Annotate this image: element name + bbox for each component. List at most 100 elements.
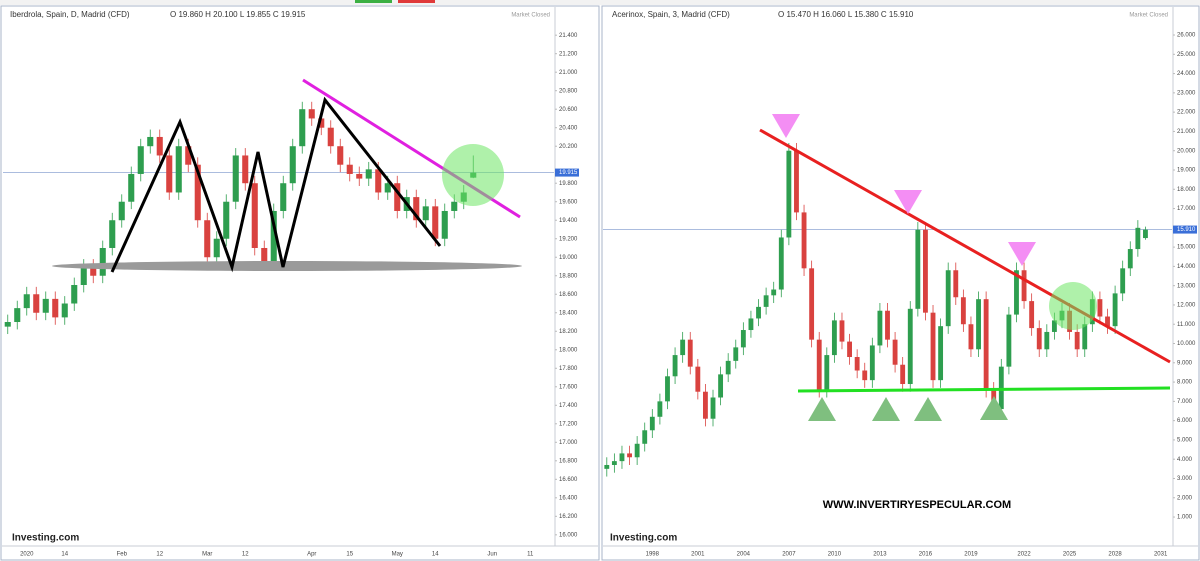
y-tick-label: 12.000 — [1177, 303, 1196, 309]
x-tick-label: 2020 — [20, 552, 34, 558]
candle-body — [733, 347, 739, 361]
candle-body — [938, 326, 944, 381]
left-chart: 16.000 16.200 16.400 16.600 16.800 17.000 17.2… — [3, 33, 579, 558]
highlight-circle — [1049, 282, 1097, 330]
y-tick-label: 20.000 — [1177, 148, 1196, 154]
candle-body — [451, 201, 458, 211]
candle-body — [365, 169, 372, 179]
candle-body — [809, 268, 815, 340]
candle-body — [1006, 314, 1012, 367]
candle-body — [394, 183, 401, 211]
candle-body — [824, 355, 830, 390]
y-tick-label: 26.000 — [1177, 33, 1196, 39]
sell-button[interactable] — [398, 0, 435, 3]
candle-body — [1120, 268, 1126, 294]
candle-body — [695, 366, 701, 392]
candle-body — [930, 312, 936, 381]
candle-body — [1014, 270, 1019, 315]
candle-body — [318, 118, 325, 128]
candle-body — [778, 237, 784, 290]
y-tick-label: 24.000 — [1177, 71, 1196, 77]
y-tick-label: 17.200 — [559, 421, 578, 427]
x-tick-label: 1998 — [646, 552, 660, 558]
bottom-marker — [914, 397, 942, 421]
candle-body — [175, 146, 182, 193]
x-tick-label: 2019 — [964, 552, 978, 558]
market-status: Market Closed — [511, 13, 550, 19]
x-tick-label: 2025 — [1063, 552, 1077, 558]
candle-body — [261, 247, 268, 262]
y-tick-label: 19.800 — [559, 181, 578, 187]
y-tick-label: 20.800 — [559, 88, 578, 94]
candle-body — [710, 397, 716, 419]
candle-body — [915, 229, 921, 309]
bottom-marker — [872, 397, 900, 421]
x-tick-label: 2004 — [737, 552, 751, 558]
ohlc-readout: O 19.860 H 20.100 L 19.855 C 19.915 — [170, 10, 306, 19]
x-tick-label: 2031 — [1154, 552, 1168, 558]
candle-body — [983, 299, 989, 390]
y-tick-label: 15.000 — [1177, 245, 1196, 251]
x-tick-label: 2016 — [919, 552, 933, 558]
watermark: Investing.com — [12, 533, 79, 544]
x-tick-label: 2028 — [1108, 552, 1122, 558]
candle-body — [892, 339, 898, 365]
candle-body — [327, 127, 334, 147]
y-tick-label: 16.800 — [559, 458, 578, 464]
y-tick-label: 18.000 — [1177, 187, 1196, 193]
candle-body — [61, 303, 68, 318]
candle-body — [422, 206, 429, 221]
top-marker — [894, 190, 922, 214]
candle-body — [718, 374, 724, 398]
candle-body — [432, 206, 439, 239]
y-tick-label: 7.000 — [1177, 399, 1193, 405]
right-panel — [601, 5, 1200, 561]
x-tick-label: 2013 — [873, 552, 887, 558]
x-tick-label: 2001 — [691, 552, 705, 558]
candle-body — [289, 146, 296, 184]
candle-body — [1105, 316, 1110, 327]
candle-body — [337, 146, 344, 165]
candle-body — [953, 270, 959, 298]
candle-body — [680, 339, 686, 356]
y-tick-label: 8.000 — [1177, 380, 1193, 386]
y-tick-label: 21.400 — [559, 33, 578, 39]
candle-body — [611, 461, 617, 465]
candle-body — [118, 201, 125, 221]
y-tick-label: 2.000 — [1177, 495, 1193, 501]
x-tick-label: 14 — [432, 552, 439, 558]
candle-body — [816, 339, 822, 390]
candle-body — [14, 308, 21, 323]
x-tick-label: Jun — [487, 552, 497, 558]
y-tick-label: 11.000 — [1177, 322, 1196, 328]
candle-body — [831, 320, 837, 356]
y-tick-label: 3.000 — [1177, 476, 1193, 482]
x-tick-label: May — [392, 552, 403, 558]
candle-body — [128, 173, 135, 202]
candle-body — [251, 183, 258, 248]
candle-body — [1097, 299, 1103, 317]
y-tick-label: 21.000 — [559, 70, 578, 76]
candle-body — [166, 155, 173, 193]
y-tick-label: 21.200 — [559, 51, 578, 57]
candle-body — [968, 324, 974, 350]
candle-body — [839, 320, 845, 342]
candle-body — [1051, 320, 1057, 332]
candle-body — [642, 430, 648, 444]
x-tick-label: 15 — [346, 552, 353, 558]
y-tick-label: 17.800 — [559, 366, 578, 372]
candle-body — [33, 294, 40, 313]
y-tick-label: 19.000 — [559, 255, 578, 261]
candle-body — [299, 109, 306, 147]
y-tick-label: 14.000 — [1177, 264, 1196, 270]
candle-body — [786, 150, 792, 238]
candle-body — [619, 453, 625, 462]
bottom-marker — [808, 397, 836, 421]
candle-body — [907, 308, 913, 385]
y-tick-label: 19.000 — [1177, 168, 1196, 174]
candle-body — [801, 212, 807, 269]
x-tick-label: 2010 — [828, 552, 842, 558]
buy-button[interactable] — [355, 0, 392, 3]
